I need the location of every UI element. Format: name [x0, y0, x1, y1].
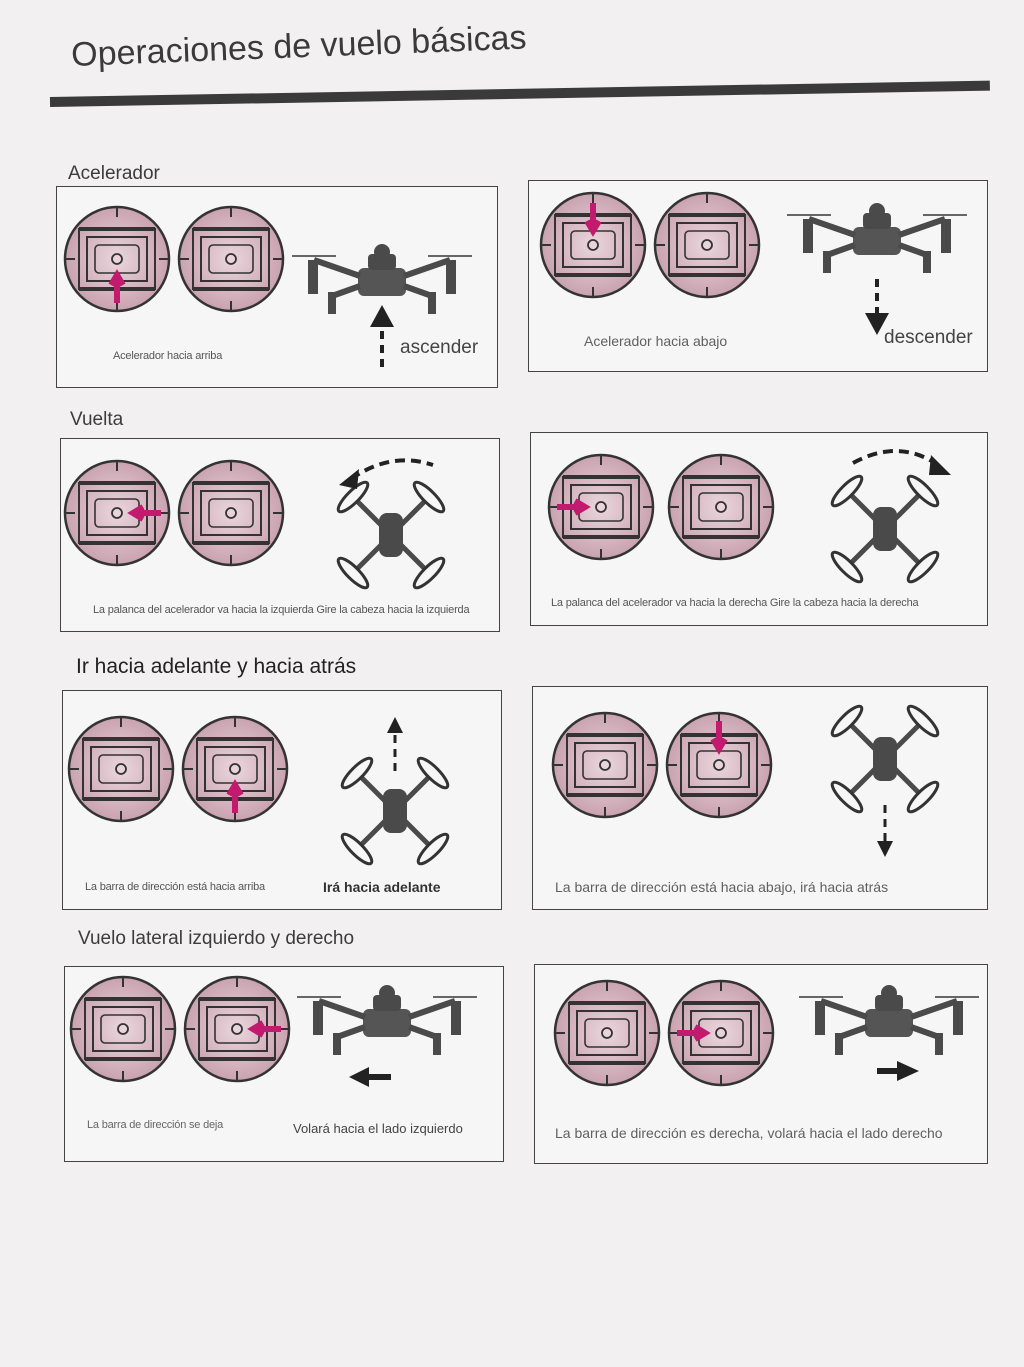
- joystick-icon: [553, 979, 661, 1087]
- joystick-icon: [65, 461, 169, 565]
- panel-turn-right: La palanca del acelerador va hacia la de…: [530, 432, 988, 626]
- joystick-icon: [183, 717, 287, 821]
- joystick-icon: [185, 977, 289, 1081]
- turn-right-caption: La palanca del acelerador va hacia la de…: [551, 597, 919, 609]
- forward-caption: La barra de dirección está hacia arriba: [85, 881, 265, 893]
- arrow-icon: [349, 1067, 391, 1087]
- panel-forward-graphic: [67, 715, 502, 910]
- arrow-icon: [370, 305, 394, 367]
- panel-throttle-up-graphic: [57, 205, 498, 367]
- joystick-icon: [67, 715, 175, 823]
- panel-lateral-left-graphic: [69, 975, 504, 1087]
- drone-top-icon: [829, 473, 942, 586]
- joystick-icon: [667, 453, 775, 561]
- section-heading-throttle: Acelerador: [68, 163, 160, 184]
- joystick-icon: [541, 193, 645, 297]
- throttle-up-action: ascender: [400, 337, 479, 358]
- drone-top-icon: [339, 755, 452, 868]
- panel-backward: La barra de dirección está hacia abajo, …: [532, 686, 988, 910]
- drone-top-icon: [829, 703, 942, 816]
- drone-top-icon: [335, 479, 448, 592]
- drone-side-icon: [292, 244, 472, 314]
- joystick-icon: [667, 713, 771, 817]
- panel-throttle-down: Acelerador hacia abajo descender: [528, 180, 988, 372]
- joystick-icon: [549, 455, 653, 559]
- page-title: Operaciones de vuelo básicas: [70, 18, 528, 75]
- throttle-up-caption: Acelerador hacia arriba: [113, 350, 223, 362]
- joystick-icon: [653, 191, 761, 299]
- joystick-icon: [177, 205, 285, 313]
- lateral-left-caption: La barra de dirección se deja: [87, 1119, 224, 1131]
- section-heading-turn: Vuelta: [70, 409, 124, 430]
- arrow-icon: [387, 717, 403, 771]
- panel-turn-left-graphic: [61, 458, 500, 632]
- arrow-icon: [852, 449, 951, 475]
- throttle-down-caption: Acelerador hacia abajo: [584, 333, 728, 349]
- panel-turn-left: La palanca del acelerador va hacia la iz…: [60, 438, 500, 632]
- turn-left-caption: La palanca del acelerador va hacia la iz…: [93, 604, 470, 616]
- forward-action: Irá hacia adelante: [323, 879, 441, 895]
- arrow-icon: [877, 1061, 919, 1081]
- drone-side-icon: [799, 985, 979, 1055]
- panel-throttle-down-graphic: [529, 191, 988, 335]
- title-divider: [49, 80, 990, 107]
- panel-lateral-right: La barra de dirección es derecha, volará…: [534, 964, 988, 1164]
- arrow-icon: [339, 458, 434, 489]
- section-heading-lateral: Vuelo lateral izquierdo y derecho: [78, 928, 355, 949]
- lateral-right-caption: La barra de dirección es derecha, volará…: [555, 1125, 943, 1141]
- lateral-left-action: Volará hacia el lado izquierdo: [293, 1121, 463, 1136]
- joystick-icon: [177, 459, 285, 567]
- panel-backward-graphic: [551, 687, 988, 857]
- drone-side-icon: [787, 203, 967, 273]
- panel-forward: La barra de dirección está hacia arriba …: [62, 690, 502, 910]
- joystick-icon: [669, 981, 773, 1085]
- joystick-icon: [551, 711, 659, 819]
- arrow-icon: [877, 805, 893, 857]
- panel-throttle-up: Acelerador hacia arriba ascender: [56, 186, 498, 388]
- backward-caption: La barra de dirección está hacia abajo, …: [555, 879, 889, 895]
- section-heading-forward-back: Ir hacia adelante y hacia atrás: [76, 655, 357, 678]
- panel-lateral-right-graphic: [553, 979, 988, 1087]
- drone-side-icon: [297, 985, 477, 1055]
- joystick-icon: [69, 975, 177, 1083]
- joystick-icon: [65, 207, 169, 311]
- panel-lateral-left: La barra de dirección se deja Volará hac…: [64, 966, 504, 1162]
- arrow-icon: [865, 279, 889, 335]
- throttle-down-action: descender: [884, 327, 973, 348]
- panel-turn-right-graphic: [531, 449, 951, 626]
